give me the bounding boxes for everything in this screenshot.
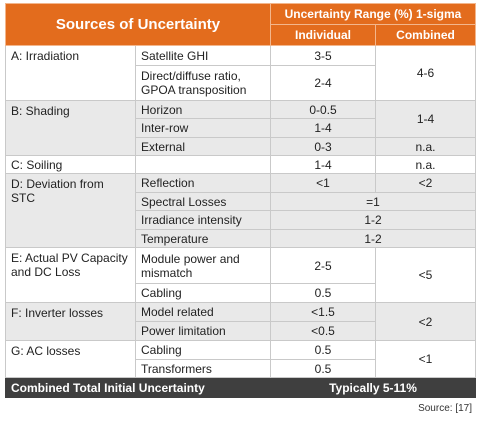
table-cell: Power limitation bbox=[135, 321, 271, 341]
table-cell: =1 bbox=[270, 192, 476, 211]
table-row: Sources of Uncertainty Uncertainty Range… bbox=[5, 3, 476, 46]
header-cell: Individual bbox=[270, 24, 376, 46]
table-cell: 0.5 bbox=[270, 283, 376, 303]
table-cell: Horizon bbox=[135, 100, 271, 119]
source-note: Source: [17] bbox=[418, 403, 472, 414]
table-cell: Direct/diffuse ratio, GPOA transposition bbox=[135, 65, 271, 101]
table-cell: Cabling bbox=[135, 340, 271, 360]
table-cell: <2 bbox=[375, 302, 476, 341]
table-row: E: Actual PV Capacity and DC Loss Module… bbox=[5, 247, 476, 303]
table-cell: 2-5 bbox=[270, 247, 376, 284]
table-cell: n.a. bbox=[375, 137, 476, 156]
header-cell: Combined bbox=[375, 24, 476, 46]
table-row: Combined Total Initial Uncertainty Typic… bbox=[5, 377, 476, 398]
table-row: Power limitation <0.5 bbox=[6, 321, 476, 341]
table-row: External 0-3 n.a. bbox=[6, 137, 476, 156]
table-row: Spectral Losses =1 bbox=[6, 192, 476, 211]
uncertainty-table: Sources of Uncertainty Uncertainty Range… bbox=[5, 3, 476, 398]
table-cell: A: Irradiation bbox=[5, 45, 136, 101]
table-cell: 0-0.5 bbox=[270, 100, 376, 119]
table-cell: Model related bbox=[135, 302, 271, 322]
table-row: Cabling 0.5 bbox=[6, 283, 476, 303]
table-cell: G: AC losses bbox=[5, 340, 136, 378]
table-cell: <1 bbox=[270, 173, 376, 193]
table-cell: E: Actual PV Capacity and DC Loss bbox=[5, 247, 136, 303]
table-cell: Satellite GHI bbox=[135, 45, 271, 66]
table-cell: D: Deviation from STC bbox=[5, 173, 136, 248]
table-cell: Cabling bbox=[135, 283, 271, 303]
table-row: F: Inverter losses Model related <1.5 <2 bbox=[5, 302, 476, 341]
table-cell: <0.5 bbox=[270, 321, 376, 341]
table-cell: 1-4 bbox=[270, 118, 376, 138]
table-cell: <2 bbox=[375, 173, 476, 193]
table-cell: Inter-row bbox=[135, 118, 271, 138]
table-cell: Typically 5-11% bbox=[270, 377, 476, 398]
table-cell: Irradiance intensity bbox=[135, 210, 271, 230]
table-cell: <5 bbox=[375, 247, 476, 303]
table-cell: Temperature bbox=[135, 229, 271, 248]
table-cell: Transformers bbox=[135, 359, 271, 378]
table-cell: 4-6 bbox=[375, 45, 476, 101]
header-cell: Sources of Uncertainty bbox=[5, 3, 271, 46]
table-cell bbox=[135, 155, 271, 174]
table-cell: 0.5 bbox=[270, 359, 376, 378]
table-cell: 0-3 bbox=[270, 137, 376, 156]
table-cell: 1-2 bbox=[270, 229, 476, 248]
table-cell: 1-2 bbox=[270, 210, 476, 230]
table-cell: n.a. bbox=[375, 155, 476, 174]
table-row: Individual Combined bbox=[6, 24, 476, 46]
table-cell: 1-4 bbox=[375, 100, 476, 138]
table-cell: <1 bbox=[375, 340, 476, 378]
table-cell: 2-4 bbox=[270, 65, 376, 101]
header-cell: Uncertainty Range (%) 1-sigma bbox=[270, 3, 476, 25]
table-cell: Reflection bbox=[135, 173, 271, 193]
table-cell: 0.5 bbox=[270, 340, 376, 360]
table-row: Temperature 1-2 bbox=[6, 229, 476, 248]
table-row: D: Deviation from STC Reflection <1 <2 bbox=[5, 173, 476, 248]
table-row: G: AC losses Cabling 0.5 <1 bbox=[5, 340, 476, 378]
table-cell: B: Shading bbox=[5, 100, 136, 156]
table-cell: 3-5 bbox=[270, 45, 376, 66]
table-cell: <1.5 bbox=[270, 302, 376, 322]
table-cell: Module power and mismatch bbox=[135, 247, 271, 284]
table-cell: C: Soiling bbox=[5, 155, 136, 174]
table-row: Irradiance intensity 1-2 bbox=[6, 210, 476, 230]
table-cell: Spectral Losses bbox=[135, 192, 271, 211]
table-cell: External bbox=[135, 137, 271, 156]
table-row: C: Soiling 1-4 n.a. bbox=[5, 155, 476, 174]
table-row: B: Shading Horizon 0-0.5 1-4 bbox=[5, 100, 476, 156]
table-cell: Combined Total Initial Uncertainty bbox=[5, 377, 271, 398]
table-row: A: Irradiation Satellite GHI 3-5 4-6 bbox=[5, 45, 476, 101]
table-cell: 1-4 bbox=[270, 155, 376, 174]
table-cell: F: Inverter losses bbox=[5, 302, 136, 341]
